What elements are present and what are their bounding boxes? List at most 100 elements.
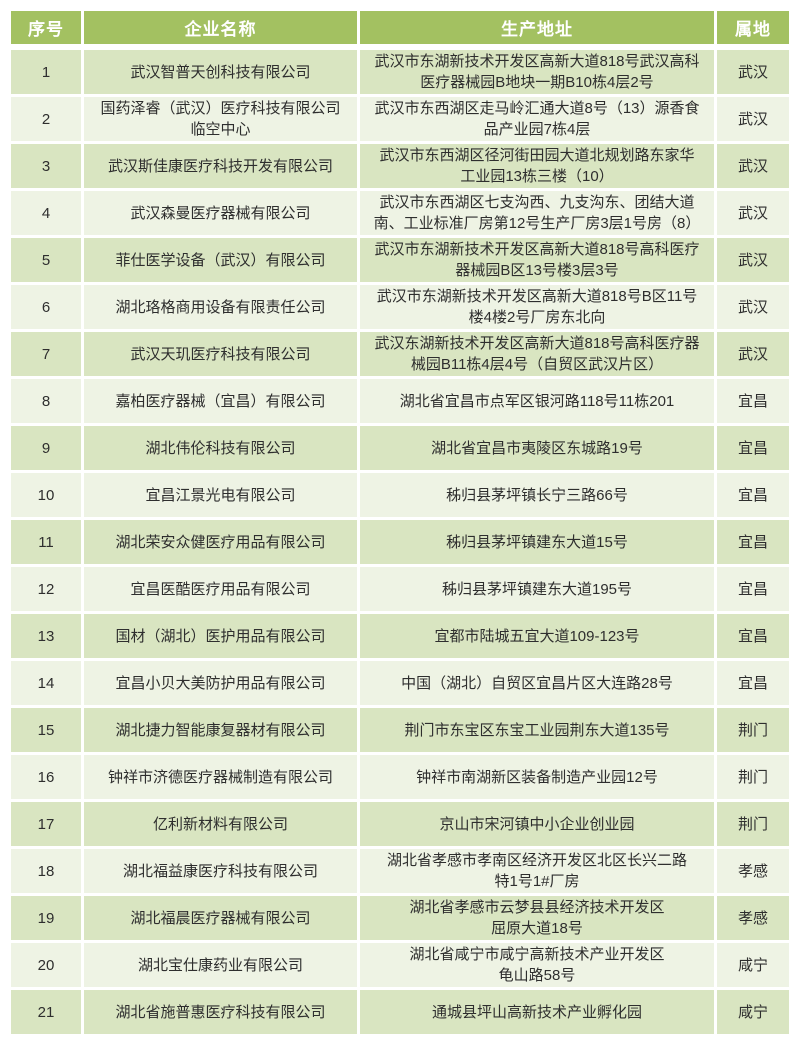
cell-company-name: 湖北福晨医疗器械有限公司 bbox=[84, 896, 357, 940]
cell-address: 钟祥市南湖新区装备制造产业园12号 bbox=[360, 755, 714, 799]
cell-address: 通城县坪山高新技术产业孵化园 bbox=[360, 990, 714, 1034]
cell-index: 20 bbox=[11, 943, 81, 987]
cell-address: 武汉市东西湖区七支沟西、九支沟东、团结大道 南、工业标准厂房第12号生产厂房3层… bbox=[360, 191, 714, 235]
cell-index: 10 bbox=[11, 473, 81, 517]
table-row: 18 湖北福益康医疗科技有限公司 湖北省孝感市孝南区经济开发区北区长兴二路 特1号1… bbox=[11, 849, 789, 893]
cell-region: 宜昌 bbox=[717, 520, 789, 564]
cell-address: 宜都市陆城五宜大道109-123号 bbox=[360, 614, 714, 658]
company-list-table: 序号 企业名称 生产地址 属地 1 武汉智普天创科技有限公司 武汉市东湖新技术开发区… bbox=[8, 8, 792, 1037]
cell-region: 武汉 bbox=[717, 285, 789, 329]
table-row: 13 国材（湖北）医护用品有限公司 宜都市陆城五宜大道109-123号 宜昌 bbox=[11, 614, 789, 658]
table-row: 3 武汉斯佳康医疗科技开发有限公司 武汉市东西湖区径河街田园大道北规划路东家华 工业… bbox=[11, 144, 789, 188]
cell-region: 宜昌 bbox=[717, 473, 789, 517]
table-row: 15 湖北捷力智能康复器材有限公司 荆门市东宝区东宝工业园荆东大道135号 荆门 bbox=[11, 708, 789, 752]
cell-region: 荆门 bbox=[717, 755, 789, 799]
table-row: 8 嘉柏医疗器械（宜昌）有限公司 湖北省宜昌市点军区银河路118号11栋201 宜昌 bbox=[11, 379, 789, 423]
cell-index: 9 bbox=[11, 426, 81, 470]
table-row: 20 湖北宝仕康药业有限公司 湖北省咸宁市咸宁高新技术产业开发区 龟山路58号 咸宁 bbox=[11, 943, 789, 987]
table-row: 9 湖北伟伦科技有限公司 湖北省宜昌市夷陵区东城路19号 宜昌 bbox=[11, 426, 789, 470]
cell-index: 18 bbox=[11, 849, 81, 893]
cell-address: 湖北省孝感市云梦县县经济技术开发区 屈原大道18号 bbox=[360, 896, 714, 940]
cell-company-name: 嘉柏医疗器械（宜昌）有限公司 bbox=[84, 379, 357, 423]
table-header: 序号 企业名称 生产地址 属地 bbox=[11, 11, 789, 47]
cell-index: 5 bbox=[11, 238, 81, 282]
cell-company-name: 武汉智普天创科技有限公司 bbox=[84, 50, 357, 94]
cell-index: 6 bbox=[11, 285, 81, 329]
table-row: 16 钟祥市济德医疗器械制造有限公司 钟祥市南湖新区装备制造产业园12号 荆门 bbox=[11, 755, 789, 799]
table-row: 7 武汉天玑医疗科技有限公司 武汉东湖新技术开发区高新大道818号高科医疗器 械园B… bbox=[11, 332, 789, 376]
cell-company-name: 湖北捷力智能康复器材有限公司 bbox=[84, 708, 357, 752]
cell-index: 21 bbox=[11, 990, 81, 1034]
cell-company-name: 宜昌医酷医疗用品有限公司 bbox=[84, 567, 357, 611]
table-row: 5 菲仕医学设备（武汉）有限公司 武汉市东湖新技术开发区高新大道818号高科医疗 器… bbox=[11, 238, 789, 282]
cell-address: 京山市宋河镇中小企业创业园 bbox=[360, 802, 714, 846]
cell-index: 2 bbox=[11, 97, 81, 141]
cell-address: 武汉市东湖新技术开发区高新大道818号武汉高科 医疗器械园B地块一期B10栋4层… bbox=[360, 50, 714, 94]
cell-company-name: 宜昌小贝大美防护用品有限公司 bbox=[84, 661, 357, 705]
column-header-region: 属地 bbox=[717, 11, 789, 47]
cell-index: 13 bbox=[11, 614, 81, 658]
cell-index: 11 bbox=[11, 520, 81, 564]
cell-address: 荆门市东宝区东宝工业园荆东大道135号 bbox=[360, 708, 714, 752]
cell-address: 中国（湖北）自贸区宜昌片区大连路28号 bbox=[360, 661, 714, 705]
cell-address: 湖北省孝感市孝南区经济开发区北区长兴二路 特1号1#厂房 bbox=[360, 849, 714, 893]
table-row: 4 武汉森曼医疗器械有限公司 武汉市东西湖区七支沟西、九支沟东、团结大道 南、工业标… bbox=[11, 191, 789, 235]
cell-address: 秭归县茅坪镇建东大道15号 bbox=[360, 520, 714, 564]
cell-company-name: 湖北宝仕康药业有限公司 bbox=[84, 943, 357, 987]
cell-region: 宜昌 bbox=[717, 614, 789, 658]
cell-region: 咸宁 bbox=[717, 990, 789, 1034]
table-row: 19 湖北福晨医疗器械有限公司 湖北省孝感市云梦县县经济技术开发区 屈原大道18号孝… bbox=[11, 896, 789, 940]
cell-company-name: 湖北福益康医疗科技有限公司 bbox=[84, 849, 357, 893]
cell-index: 8 bbox=[11, 379, 81, 423]
cell-region: 荆门 bbox=[717, 802, 789, 846]
cell-index: 4 bbox=[11, 191, 81, 235]
cell-company-name: 湖北珞格商用设备有限责任公司 bbox=[84, 285, 357, 329]
cell-region: 孝感 bbox=[717, 896, 789, 940]
cell-region: 宜昌 bbox=[717, 379, 789, 423]
table-row: 6 湖北珞格商用设备有限责任公司 武汉市东湖新技术开发区高新大道818号B区11号 … bbox=[11, 285, 789, 329]
cell-address: 武汉市东湖新技术开发区高新大道818号高科医疗 器械园B区13号楼3层3号 bbox=[360, 238, 714, 282]
cell-company-name: 亿利新材料有限公司 bbox=[84, 802, 357, 846]
cell-region: 武汉 bbox=[717, 332, 789, 376]
table-row: 14 宜昌小贝大美防护用品有限公司 中国（湖北）自贸区宜昌片区大连路28号 宜昌 bbox=[11, 661, 789, 705]
table-row: 12 宜昌医酷医疗用品有限公司 秭归县茅坪镇建东大道195号 宜昌 bbox=[11, 567, 789, 611]
table-row: 2 国药泽睿（武汉）医疗科技有限公司 临空中心 武汉市东西湖区走马岭汇通大道8号（1… bbox=[11, 97, 789, 141]
cell-company-name: 国药泽睿（武汉）医疗科技有限公司 临空中心 bbox=[84, 97, 357, 141]
table-body: 1 武汉智普天创科技有限公司 武汉市东湖新技术开发区高新大道818号武汉高科 医疗器… bbox=[11, 50, 789, 1034]
cell-address: 秭归县茅坪镇长宁三路66号 bbox=[360, 473, 714, 517]
table-row: 11 湖北荣安众健医疗用品有限公司 秭归县茅坪镇建东大道15号 宜昌 bbox=[11, 520, 789, 564]
cell-address: 武汉东湖新技术开发区高新大道818号高科医疗器 械园B11栋4层4号（自贸区武汉… bbox=[360, 332, 714, 376]
cell-address: 武汉市东湖新技术开发区高新大道818号B区11号 楼4楼2号厂房东北向 bbox=[360, 285, 714, 329]
cell-region: 武汉 bbox=[717, 191, 789, 235]
cell-region: 武汉 bbox=[717, 144, 789, 188]
cell-company-name: 湖北荣安众健医疗用品有限公司 bbox=[84, 520, 357, 564]
cell-index: 14 bbox=[11, 661, 81, 705]
cell-address: 武汉市东西湖区走马岭汇通大道8号（13）源香食 品产业园7栋4层 bbox=[360, 97, 714, 141]
cell-company-name: 湖北伟伦科技有限公司 bbox=[84, 426, 357, 470]
table-row: 17 亿利新材料有限公司 京山市宋河镇中小企业创业园 荆门 bbox=[11, 802, 789, 846]
cell-company-name: 湖北省施普惠医疗科技有限公司 bbox=[84, 990, 357, 1034]
cell-index: 3 bbox=[11, 144, 81, 188]
cell-address: 武汉市东西湖区径河街田园大道北规划路东家华 工业园13栋三楼（10） bbox=[360, 144, 714, 188]
cell-company-name: 武汉森曼医疗器械有限公司 bbox=[84, 191, 357, 235]
table-row: 10 宜昌江景光电有限公司 秭归县茅坪镇长宁三路66号 宜昌 bbox=[11, 473, 789, 517]
cell-index: 16 bbox=[11, 755, 81, 799]
table-row: 1 武汉智普天创科技有限公司 武汉市东湖新技术开发区高新大道818号武汉高科 医疗器… bbox=[11, 50, 789, 94]
cell-region: 宜昌 bbox=[717, 567, 789, 611]
cell-region: 武汉 bbox=[717, 50, 789, 94]
cell-index: 12 bbox=[11, 567, 81, 611]
cell-company-name: 国材（湖北）医护用品有限公司 bbox=[84, 614, 357, 658]
cell-company-name: 宜昌江景光电有限公司 bbox=[84, 473, 357, 517]
cell-index: 19 bbox=[11, 896, 81, 940]
column-header-company: 企业名称 bbox=[84, 11, 357, 47]
cell-company-name: 钟祥市济德医疗器械制造有限公司 bbox=[84, 755, 357, 799]
cell-region: 孝感 bbox=[717, 849, 789, 893]
cell-region: 荆门 bbox=[717, 708, 789, 752]
cell-region: 武汉 bbox=[717, 97, 789, 141]
cell-region: 武汉 bbox=[717, 238, 789, 282]
cell-index: 7 bbox=[11, 332, 81, 376]
column-header-index: 序号 bbox=[11, 11, 81, 47]
table-row: 21 湖北省施普惠医疗科技有限公司 通城县坪山高新技术产业孵化园 咸宁 bbox=[11, 990, 789, 1034]
cell-index: 1 bbox=[11, 50, 81, 94]
cell-address: 秭归县茅坪镇建东大道195号 bbox=[360, 567, 714, 611]
